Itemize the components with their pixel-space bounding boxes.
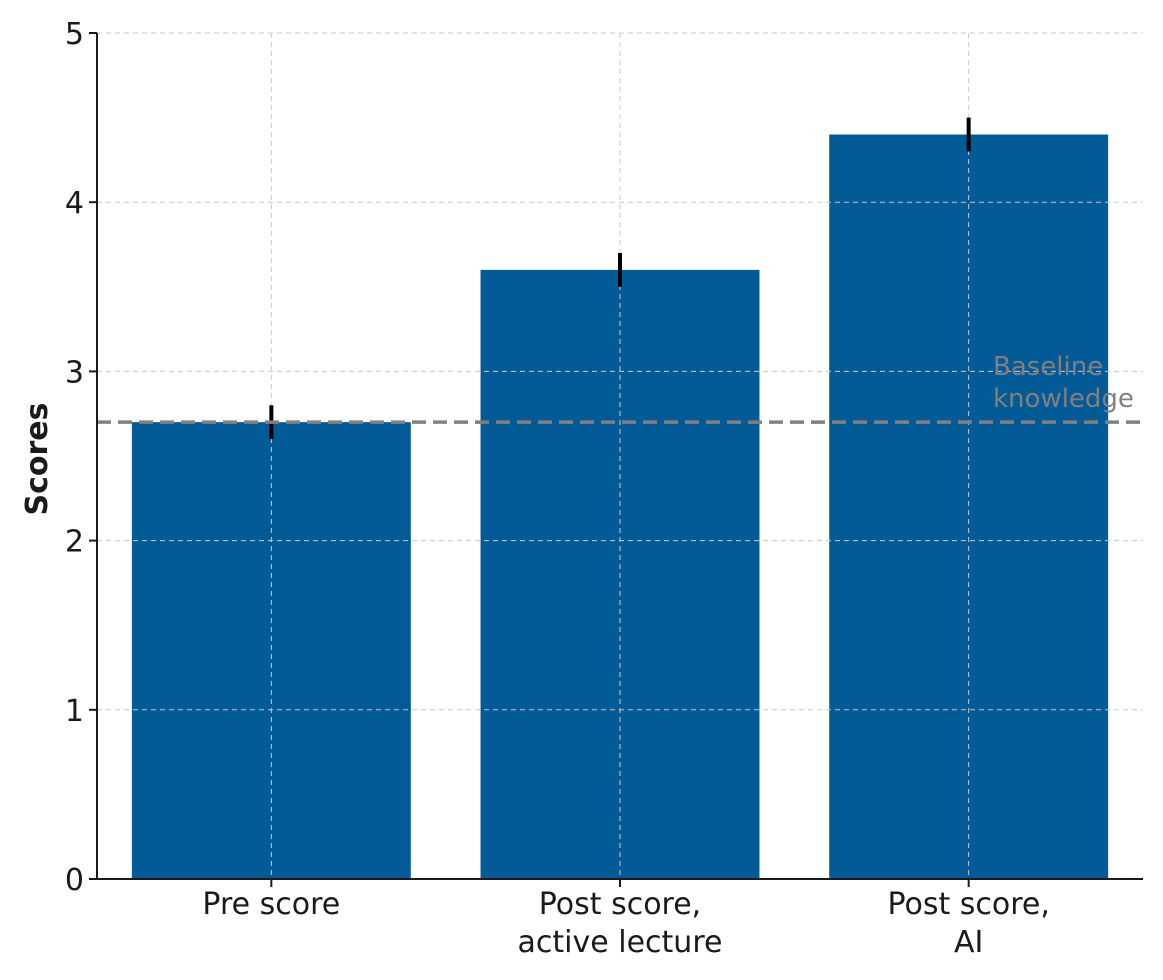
x-tick-label-1-line-0: Post score,: [539, 887, 701, 922]
grid-lines: [97, 32, 1143, 879]
x-tick-label-2: Post score, AI: [887, 887, 1049, 960]
y-tick-labels: 0 1 2 3 4 5: [65, 17, 84, 898]
y-tick-label-4: 4: [65, 186, 84, 221]
x-tick-label-1-line-1: active lecture: [518, 925, 723, 960]
bar-2: [829, 134, 1109, 879]
axes: [89, 32, 1143, 887]
x-tick-label-0: Pre score: [202, 887, 340, 922]
x-tick-label-2-line-1: AI: [954, 925, 983, 960]
y-tick-label-1: 1: [65, 694, 84, 729]
y-axis-label: Scores: [20, 403, 55, 516]
reference-line-label: Baseline knowledge: [993, 352, 1134, 414]
y-tick-label-2: 2: [65, 525, 84, 560]
x-tick-label-1: Post score, active lecture: [518, 887, 723, 960]
reference-label-line-0: Baseline: [993, 352, 1103, 382]
x-tick-label-0-line-0: Pre score: [202, 887, 340, 922]
bars-group: [131, 134, 1109, 879]
y-tick-label-0: 0: [65, 863, 84, 898]
y-tick-label-5: 5: [65, 17, 84, 52]
y-tick-label-3: 3: [65, 355, 84, 390]
x-tick-label-2-line-0: Post score,: [887, 887, 1049, 922]
reference-label-line-1: knowledge: [993, 384, 1134, 414]
